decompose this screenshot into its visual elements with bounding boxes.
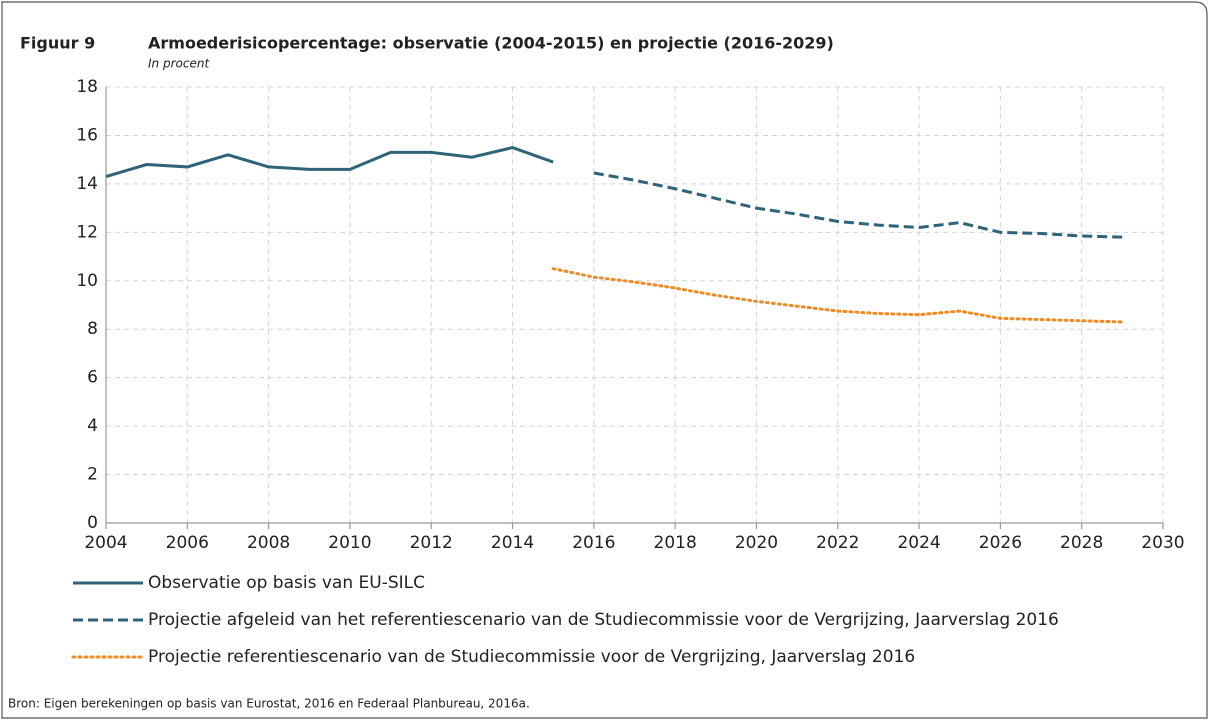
series-line — [593, 171, 1123, 239]
x-tick-label: 2020 — [735, 533, 778, 553]
y-tick-label: 8 — [87, 319, 98, 339]
legend-label: Observatie op basis van EU-SILC — [148, 573, 425, 593]
chart-subtitle: In procent — [148, 57, 210, 71]
legend-label: Projectie afgeleid van het referentiesce… — [148, 610, 1059, 630]
y-tick-label: 14 — [76, 174, 98, 194]
y-tick-label: 10 — [76, 271, 98, 291]
y-tick-label: 4 — [87, 416, 98, 436]
y-tick-label: 18 — [76, 77, 98, 97]
y-tick-label: 2 — [87, 465, 98, 485]
x-tick-label: 2022 — [816, 533, 859, 553]
series-line — [105, 145, 554, 179]
x-tick-label: 2006 — [166, 533, 209, 553]
figure-label: Figuur 9 — [20, 34, 95, 53]
y-tick-label: 0 — [87, 513, 98, 533]
x-tick-label: 2016 — [572, 533, 615, 553]
x-tick-label: 2024 — [897, 533, 940, 553]
source: Bron: Eigen berekeningen op basis van Eu… — [8, 697, 530, 711]
x-tick-label: 2026 — [979, 533, 1022, 553]
y-tick-label: 6 — [87, 368, 98, 388]
y-tick-label: 16 — [76, 125, 98, 145]
x-tick-label: 2008 — [247, 533, 290, 553]
x-tick-label: 2030 — [1141, 533, 1184, 553]
x-tick-label: 2028 — [1060, 533, 1103, 553]
series-line — [551, 267, 1124, 324]
x-tick-label: 2014 — [491, 533, 534, 553]
x-tick-label: 2004 — [84, 533, 127, 553]
y-tick-label: 12 — [76, 222, 98, 242]
legend-label: Projectie referentiescenario van de Stud… — [148, 647, 915, 667]
x-tick-label: 2018 — [654, 533, 697, 553]
x-tick-label: 2010 — [328, 533, 371, 553]
x-tick-label: 2012 — [410, 533, 453, 553]
chart-title: Armoederisicopercentage: observatie (200… — [148, 34, 834, 53]
